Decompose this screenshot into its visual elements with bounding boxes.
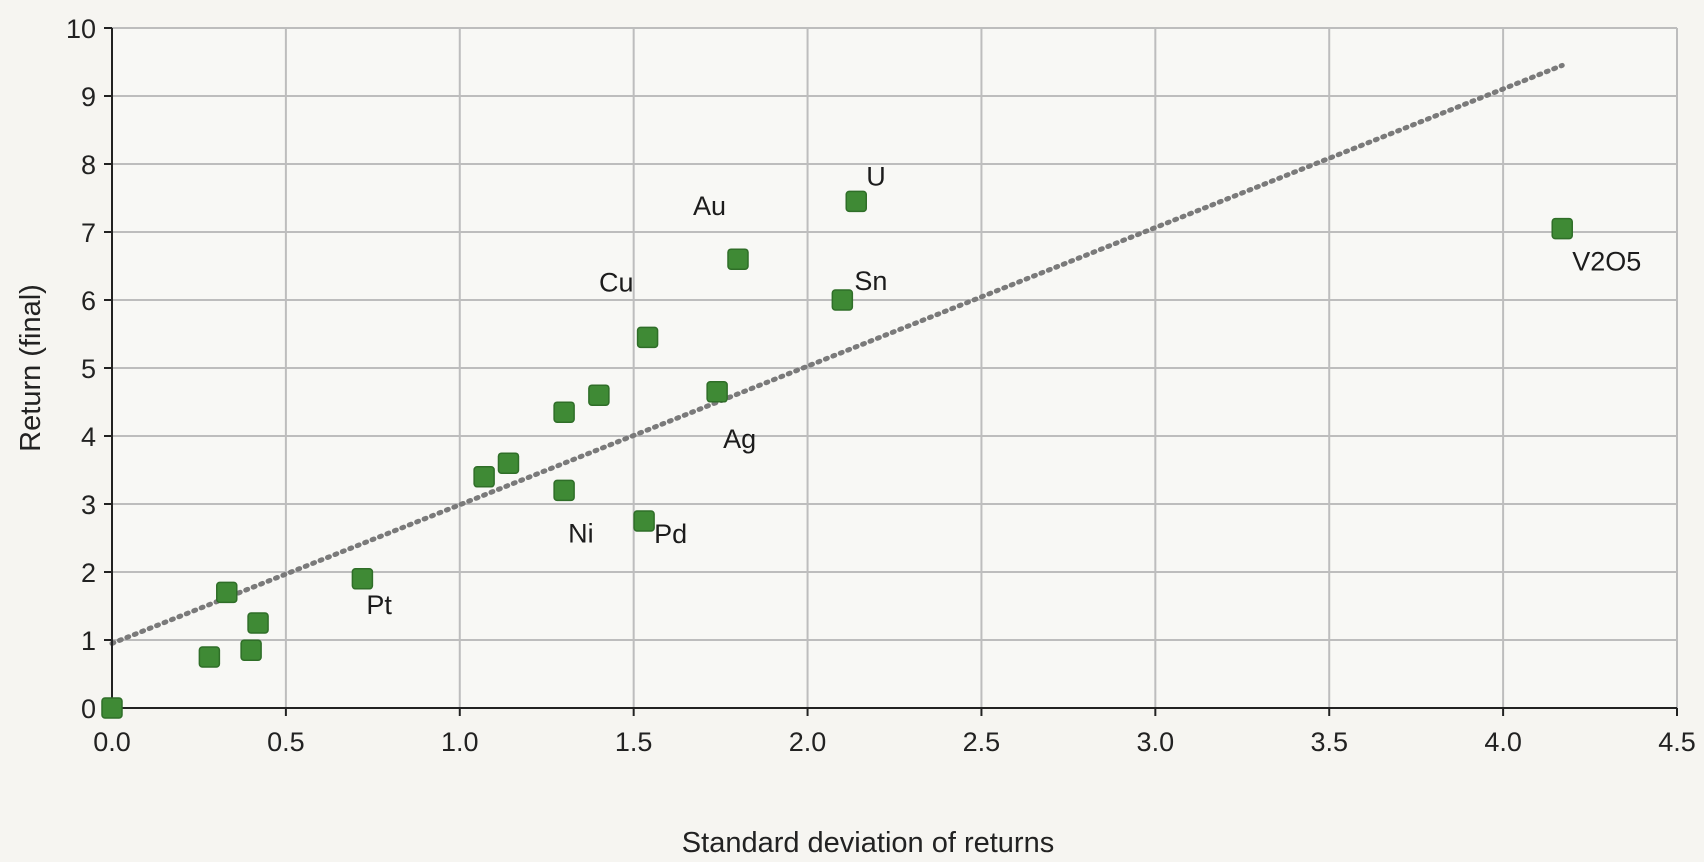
- point-label: Pt: [366, 590, 392, 620]
- y-tick-label: 8: [81, 150, 96, 180]
- data-point: [473, 466, 495, 488]
- data-point: [636, 326, 659, 349]
- point-label: V2O5: [1572, 247, 1641, 277]
- trendline: [109, 62, 1565, 646]
- x-tick-label: 2.0: [789, 727, 827, 757]
- data-point: [198, 646, 221, 668]
- x-tick-label: 4.0: [1484, 727, 1522, 757]
- x-tick-label: 4.5: [1658, 727, 1696, 757]
- data-point: [845, 190, 867, 213]
- point-label: U: [866, 161, 886, 191]
- x-tick-label: 1.0: [441, 727, 479, 757]
- data-point: [1551, 217, 1573, 240]
- data-point: [831, 289, 854, 311]
- data-point: [497, 452, 520, 474]
- y-tick-label: 6: [81, 286, 96, 316]
- x-tick-label: 1.5: [615, 727, 653, 757]
- point-label: Au: [693, 191, 726, 221]
- y-tick-label: 0: [81, 694, 96, 724]
- y-tick-label: 5: [81, 354, 96, 384]
- point-label: Ag: [723, 424, 756, 454]
- point-label: Ni: [568, 518, 594, 548]
- x-tick-label: 2.5: [963, 727, 1001, 757]
- data-point: [351, 568, 374, 590]
- x-axis-title: Standard deviation of returns: [682, 827, 1054, 859]
- x-tick-label: 0.0: [93, 727, 131, 757]
- y-tick-label: 4: [81, 422, 96, 452]
- data-point: [727, 248, 749, 270]
- data-point: [588, 384, 610, 406]
- point-label: Cu: [599, 267, 634, 297]
- grid: [112, 27, 1678, 708]
- point-label: Pd: [654, 519, 687, 549]
- data-point: [706, 381, 728, 403]
- data-point: [240, 639, 262, 661]
- data-point: [101, 697, 123, 719]
- y-tick-label: 3: [81, 490, 96, 520]
- data-point: [216, 581, 238, 604]
- point-label: Sn: [854, 266, 887, 296]
- y-tick-label: 2: [81, 558, 96, 588]
- y-tick-labels: 0 1 2 3 4 5 6 7 8 9 10: [66, 14, 112, 724]
- data-point: [553, 401, 575, 423]
- x-tick-label: 3.5: [1310, 727, 1348, 757]
- y-tick-label: 9: [81, 82, 96, 112]
- data-point: [633, 510, 655, 532]
- data-point: [553, 479, 575, 502]
- y-tick-label: 1: [81, 626, 96, 656]
- y-tick-label: 10: [66, 14, 96, 44]
- data-points: [101, 190, 1573, 719]
- y-tick-label: 7: [81, 218, 96, 248]
- data-point: [247, 612, 269, 634]
- x-tick-label: 3.0: [1137, 727, 1175, 757]
- x-tick-labels: 0.0 0.5 1.0 1.5 2.0 2.5 3.0 3.5 4.0 4.5: [93, 708, 1696, 757]
- x-tick-label: 0.5: [267, 727, 305, 757]
- point-labels: Pt Ni Pd Cu Ag Au Sn U V2O5: [366, 161, 1641, 619]
- y-axis-title: Return (final): [15, 284, 47, 452]
